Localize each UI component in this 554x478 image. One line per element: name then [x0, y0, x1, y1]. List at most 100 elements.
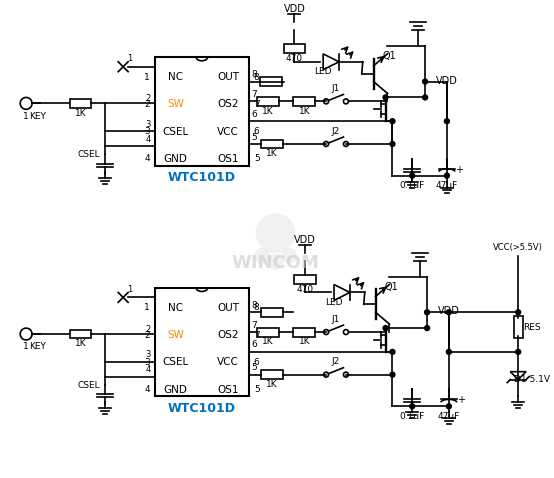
- Text: LED: LED: [325, 298, 343, 307]
- Text: 47uF: 47uF: [438, 412, 460, 421]
- Text: OS1: OS1: [218, 154, 239, 164]
- Text: 4: 4: [145, 365, 151, 374]
- Polygon shape: [323, 54, 339, 70]
- Text: 6: 6: [251, 110, 257, 119]
- Text: 0.1uF: 0.1uF: [399, 181, 425, 190]
- Text: 3: 3: [144, 127, 150, 136]
- Text: 1: 1: [144, 73, 150, 82]
- Circle shape: [444, 173, 449, 178]
- FancyBboxPatch shape: [257, 327, 279, 337]
- Text: 2: 2: [144, 331, 150, 340]
- Text: SW: SW: [167, 330, 184, 340]
- Text: 5: 5: [251, 132, 257, 141]
- Circle shape: [410, 404, 415, 409]
- Circle shape: [254, 248, 270, 264]
- Text: J2: J2: [332, 127, 340, 136]
- Text: 1K: 1K: [299, 337, 310, 347]
- Text: VDD: VDD: [436, 76, 458, 86]
- Circle shape: [444, 119, 449, 124]
- Text: 470: 470: [297, 285, 314, 294]
- Text: 8: 8: [251, 70, 257, 79]
- Text: KEY: KEY: [29, 342, 47, 351]
- FancyBboxPatch shape: [261, 140, 283, 148]
- Text: WTC101D: WTC101D: [168, 171, 236, 184]
- Text: 3: 3: [145, 350, 151, 359]
- Text: 7: 7: [254, 331, 260, 340]
- Circle shape: [390, 119, 395, 124]
- Text: VDD: VDD: [438, 306, 460, 316]
- Circle shape: [281, 248, 297, 264]
- Text: WTC101D: WTC101D: [168, 402, 236, 415]
- Text: 0.1uF: 0.1uF: [399, 412, 425, 421]
- Circle shape: [423, 95, 428, 100]
- FancyBboxPatch shape: [294, 327, 315, 337]
- Text: 1: 1: [127, 54, 133, 63]
- Text: 2: 2: [145, 94, 151, 103]
- Text: CSEL: CSEL: [77, 151, 100, 159]
- Text: J2: J2: [332, 357, 340, 366]
- Text: J1: J1: [332, 84, 340, 93]
- Circle shape: [516, 349, 521, 354]
- Text: VDD: VDD: [284, 4, 305, 14]
- Text: GND: GND: [163, 385, 187, 395]
- Circle shape: [256, 213, 295, 253]
- Circle shape: [423, 79, 428, 84]
- Text: 5: 5: [254, 385, 260, 394]
- Text: 1K: 1K: [266, 149, 278, 158]
- FancyBboxPatch shape: [261, 308, 283, 317]
- Circle shape: [390, 372, 395, 377]
- Text: 8: 8: [254, 304, 260, 313]
- FancyBboxPatch shape: [70, 99, 91, 108]
- Text: 1K: 1K: [266, 380, 278, 389]
- Text: 1K: 1K: [75, 339, 86, 348]
- Text: OS2: OS2: [218, 99, 239, 109]
- Text: 6: 6: [254, 358, 260, 367]
- Text: 3: 3: [145, 120, 151, 129]
- Polygon shape: [334, 284, 350, 300]
- Text: CSEL: CSEL: [77, 381, 100, 390]
- Text: 3: 3: [144, 358, 150, 367]
- Text: 1: 1: [23, 342, 29, 351]
- Text: +: +: [456, 395, 465, 405]
- Circle shape: [447, 349, 452, 354]
- Text: LED: LED: [314, 67, 332, 76]
- Text: OS1: OS1: [218, 385, 239, 395]
- Text: J1: J1: [332, 315, 340, 324]
- Text: Q1: Q1: [383, 51, 396, 61]
- Text: 4: 4: [144, 385, 150, 394]
- Text: OS2: OS2: [218, 330, 239, 340]
- Text: 47uF: 47uF: [436, 181, 458, 190]
- Circle shape: [424, 310, 429, 315]
- Text: RES: RES: [523, 323, 541, 332]
- Text: CSEL: CSEL: [162, 127, 189, 137]
- Text: CSEL: CSEL: [162, 358, 189, 368]
- Text: 470: 470: [286, 54, 303, 63]
- Circle shape: [268, 254, 284, 270]
- FancyBboxPatch shape: [260, 77, 281, 86]
- FancyBboxPatch shape: [155, 287, 249, 396]
- Text: 7: 7: [254, 100, 260, 109]
- Text: VDD: VDD: [294, 235, 316, 245]
- Circle shape: [390, 141, 395, 146]
- Text: Q1: Q1: [384, 282, 398, 292]
- Text: 2: 2: [145, 325, 151, 334]
- FancyBboxPatch shape: [261, 370, 283, 379]
- Text: 2: 2: [144, 100, 150, 109]
- Text: 8: 8: [254, 73, 260, 82]
- Text: KEY: KEY: [29, 112, 47, 121]
- Text: 1: 1: [23, 112, 29, 121]
- Text: 1K: 1K: [262, 107, 274, 116]
- Text: VCC: VCC: [217, 358, 239, 368]
- FancyBboxPatch shape: [257, 97, 279, 106]
- Text: 6: 6: [251, 340, 257, 349]
- Text: 7: 7: [251, 90, 257, 99]
- Circle shape: [516, 310, 521, 315]
- Polygon shape: [510, 372, 526, 380]
- FancyBboxPatch shape: [284, 44, 305, 54]
- Text: NC: NC: [168, 72, 183, 82]
- Text: SW: SW: [167, 99, 184, 109]
- Text: 5: 5: [254, 154, 260, 163]
- Text: 1K: 1K: [262, 337, 274, 347]
- FancyBboxPatch shape: [155, 57, 249, 166]
- Text: GND: GND: [163, 154, 187, 164]
